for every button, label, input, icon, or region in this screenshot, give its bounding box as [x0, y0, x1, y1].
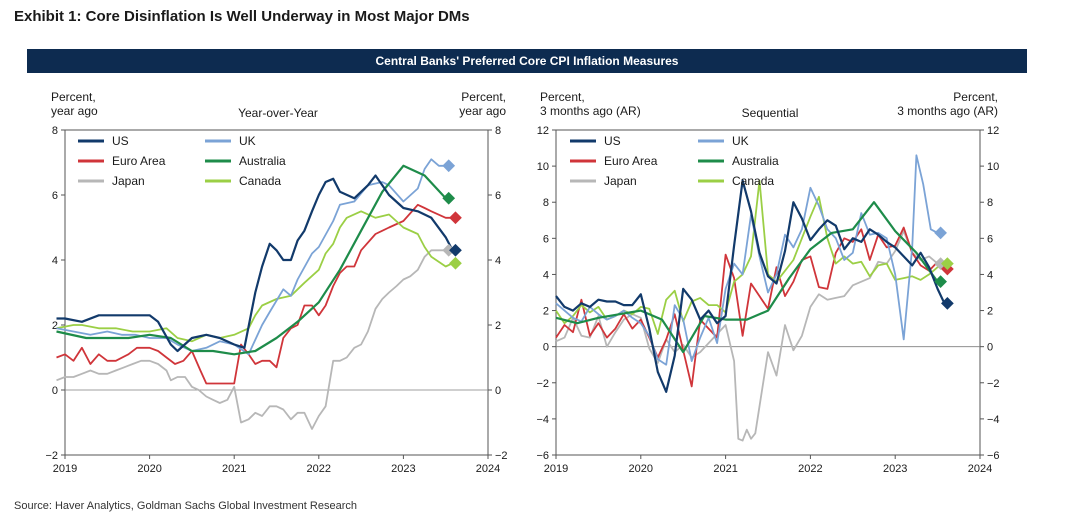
- legend-label-uk: UK: [732, 134, 749, 148]
- chart-panel-yoy: −2 −2 0 0 2 2 4 4 6 6 8 8 2019 2020 2021 2022 2023 2024 Ye…: [45, 90, 507, 475]
- series-line-japan: [555, 230, 939, 442]
- end-marker-uk: [442, 159, 456, 173]
- y-tick-label-right: −4: [987, 414, 1000, 426]
- x-tick-label: 2022: [307, 463, 331, 475]
- y-tick-label-left: 0: [543, 342, 549, 354]
- end-marker-canada: [449, 256, 462, 270]
- y-tick-label-right: 4: [495, 255, 501, 267]
- series-line-australia: [555, 201, 939, 354]
- x-tick-label: 2024: [968, 463, 992, 475]
- series-line-us: [555, 179, 946, 393]
- y-tick-label-left: 4: [52, 255, 58, 267]
- x-tick-label: 2021: [713, 463, 737, 475]
- series-line-us: [56, 174, 454, 353]
- series-line-canada: [56, 210, 453, 343]
- y-tick-label-right: 2: [987, 306, 993, 318]
- y-tick-label-left: 12: [537, 125, 549, 137]
- end-marker-us: [449, 243, 462, 257]
- legend-label-us: US: [112, 134, 129, 148]
- y-axis-label-left: year ago: [51, 104, 98, 118]
- exhibit-title: Exhibit 1: Core Disinflation Is Well Und…: [14, 8, 470, 25]
- legend-label-us: US: [604, 134, 621, 148]
- y-tick-label-right: 10: [987, 161, 999, 173]
- chart-title: Year-over-Year: [238, 106, 318, 120]
- x-tick-label: 2023: [391, 463, 415, 475]
- series-line-japan: [56, 249, 446, 430]
- y-axis-label-left: Percent,: [51, 90, 96, 104]
- end-marker-australia: [442, 191, 456, 205]
- plot-frame: [555, 129, 981, 456]
- y-tick-label-right: 12: [987, 125, 999, 137]
- legend-label-australia: Australia: [239, 154, 286, 168]
- y-tick-label-right: −2: [495, 450, 508, 462]
- y-tick-label-right: 2: [495, 320, 501, 332]
- source-note: Source: Haver Analytics, Goldman Sachs G…: [14, 500, 357, 512]
- legend-label-canada: Canada: [732, 174, 774, 188]
- legend-label-euro-area: Euro Area: [604, 154, 658, 168]
- x-tick-label: 2024: [476, 463, 500, 475]
- x-tick-label: 2019: [544, 463, 568, 475]
- y-tick-label-right: 8: [495, 125, 501, 137]
- y-tick-label-right: 0: [495, 385, 501, 397]
- x-tick-label: 2020: [629, 463, 653, 475]
- y-tick-label-left: 8: [543, 197, 549, 209]
- banner-title: Central Banks' Preferred Core CPI Inflat…: [27, 49, 1027, 73]
- series-line-euro-area: [56, 203, 453, 385]
- x-tick-label: 2022: [798, 463, 822, 475]
- y-axis-label-left: 3 months ago (AR): [540, 104, 641, 118]
- legend-label-japan: Japan: [112, 174, 145, 188]
- y-tick-label-right: −2: [987, 378, 1000, 390]
- y-axis-label-right: year ago: [459, 104, 506, 118]
- y-tick-label-left: 6: [52, 190, 58, 202]
- y-tick-label-right: 6: [495, 190, 501, 202]
- y-tick-label-right: 6: [987, 233, 993, 245]
- legend-label-euro-area: Euro Area: [112, 154, 166, 168]
- y-axis-label-right: Percent,: [953, 90, 998, 104]
- x-tick-label: 2020: [137, 463, 161, 475]
- x-tick-label: 2023: [883, 463, 907, 475]
- y-tick-label-left: 10: [537, 161, 549, 173]
- y-axis-label-right: 3 months ago (AR): [897, 104, 998, 118]
- chart-title: Sequential: [742, 106, 799, 120]
- y-tick-label-right: −6: [987, 450, 1000, 462]
- y-tick-label-left: 2: [543, 306, 549, 318]
- chart-panel-sequential: −6 −6 −4 −4 −2 −2 0 0 2 2 4 4 6 6 8 8 10 10 12 12 2019 2020 20…: [536, 90, 999, 475]
- end-marker-euro-area: [449, 211, 462, 225]
- end-marker-uk: [934, 226, 947, 240]
- y-tick-label-left: −2: [536, 378, 549, 390]
- legend-label-uk: UK: [239, 134, 256, 148]
- y-axis-label-left: Percent,: [540, 90, 585, 104]
- series-line-canada: [555, 179, 945, 335]
- y-axis-label-right: Percent,: [461, 90, 506, 104]
- legend-label-australia: Australia: [732, 154, 779, 168]
- legend-label-japan: Japan: [604, 174, 637, 188]
- y-tick-label-left: 2: [52, 320, 58, 332]
- y-tick-label-left: 0: [52, 385, 58, 397]
- legend-label-canada: Canada: [239, 174, 281, 188]
- y-tick-label-left: 8: [52, 125, 58, 137]
- y-tick-label-right: 8: [987, 197, 993, 209]
- y-tick-label-left: 6: [543, 233, 549, 245]
- y-tick-label-left: −2: [45, 450, 58, 462]
- plot-frame: [64, 129, 489, 456]
- end-marker-japan: [442, 243, 456, 257]
- y-tick-label-right: 4: [987, 269, 993, 281]
- series-line-australia: [56, 164, 447, 356]
- x-tick-label: 2019: [53, 463, 77, 475]
- y-tick-label-right: 0: [987, 342, 993, 354]
- y-tick-label-left: −6: [536, 450, 549, 462]
- series-line-euro-area: [555, 226, 946, 388]
- x-tick-label: 2021: [222, 463, 246, 475]
- y-tick-label-left: −4: [536, 414, 549, 426]
- y-tick-label-left: 4: [543, 269, 549, 281]
